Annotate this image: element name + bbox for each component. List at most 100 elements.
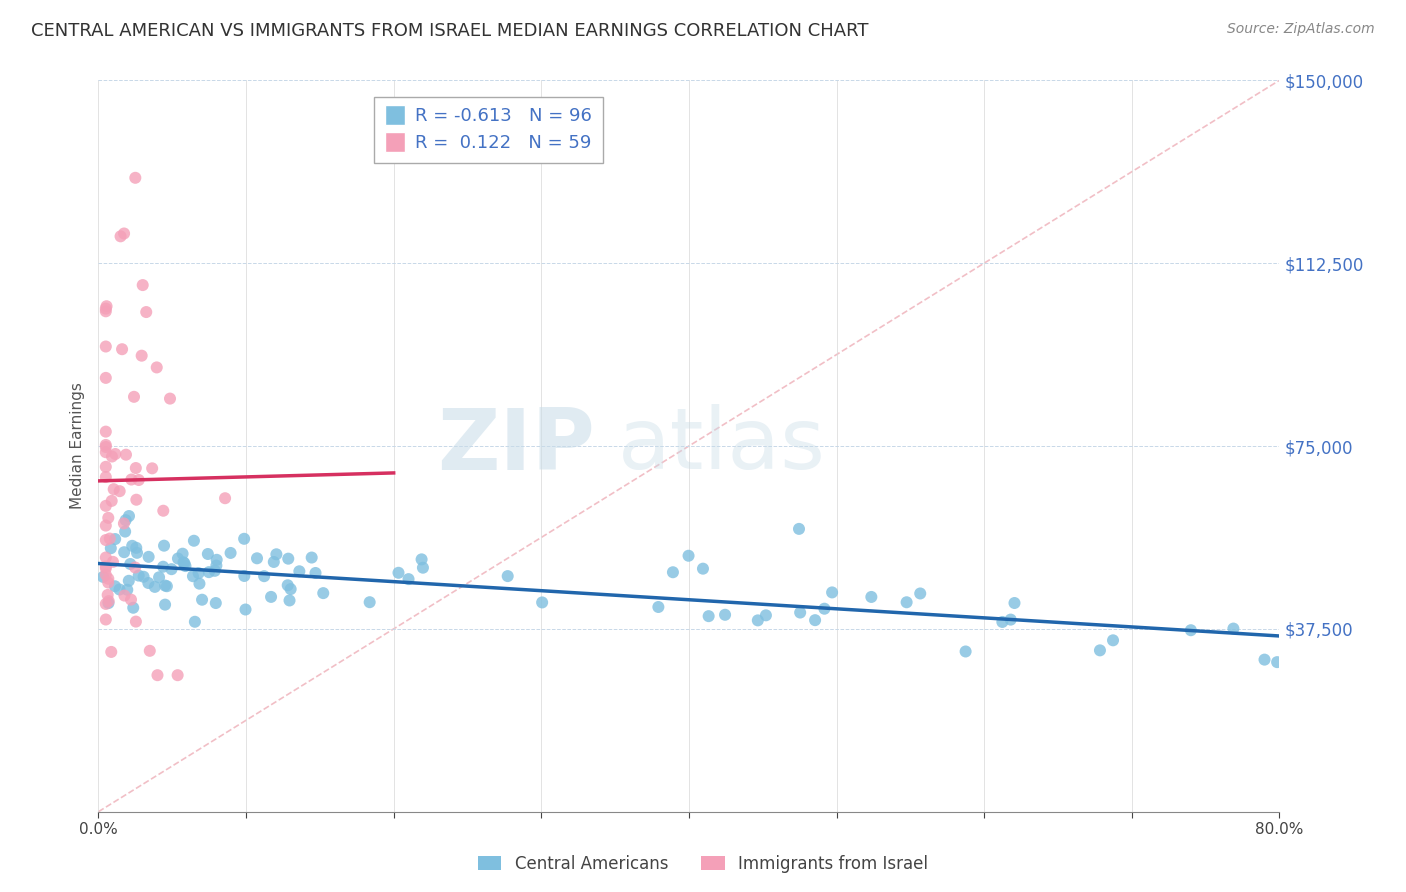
- Point: [662, 566, 685, 580]
- Point: [277, 578, 299, 592]
- Text: CENTRAL AMERICAN VS IMMIGRANTS FROM ISRAEL MEDIAN EARNINGS CORRELATION CHART: CENTRAL AMERICAN VS IMMIGRANTS FROM ISRA…: [31, 22, 869, 40]
- Point: [124, 170, 146, 185]
- Point: [266, 547, 288, 561]
- Point: [97, 575, 120, 590]
- Point: [94, 371, 117, 385]
- Point: [813, 601, 835, 615]
- Point: [233, 532, 256, 546]
- Point: [301, 550, 323, 565]
- Point: [172, 547, 194, 561]
- Point: [112, 516, 135, 531]
- Point: [1102, 633, 1125, 648]
- Point: [97, 572, 120, 586]
- Point: [104, 579, 127, 593]
- Text: atlas: atlas: [619, 404, 827, 488]
- Point: [233, 569, 256, 583]
- Legend: R = -0.613   N = 96, R =  0.122   N = 59: R = -0.613 N = 96, R = 0.122 N = 59: [374, 96, 603, 163]
- Point: [1265, 655, 1288, 669]
- Point: [398, 572, 420, 586]
- Point: [125, 461, 148, 475]
- Point: [312, 586, 335, 600]
- Point: [100, 541, 122, 556]
- Point: [128, 473, 150, 487]
- Point: [153, 539, 176, 553]
- Point: [991, 615, 1014, 629]
- Point: [755, 608, 778, 623]
- Point: [174, 559, 197, 574]
- Point: [153, 578, 176, 592]
- Point: [122, 390, 145, 404]
- Text: ZIP: ZIP: [437, 404, 595, 488]
- Point: [787, 522, 810, 536]
- Point: [94, 518, 117, 533]
- Point: [187, 566, 209, 581]
- Point: [112, 545, 135, 559]
- Point: [138, 576, 160, 591]
- Point: [120, 473, 142, 487]
- Point: [131, 349, 153, 363]
- Point: [198, 565, 221, 579]
- Point: [97, 511, 120, 525]
- Point: [94, 533, 117, 547]
- Point: [496, 569, 519, 583]
- Point: [100, 645, 122, 659]
- Point: [122, 600, 145, 615]
- Point: [246, 551, 269, 566]
- Point: [188, 576, 211, 591]
- Text: Source: ZipAtlas.com: Source: ZipAtlas.com: [1227, 22, 1375, 37]
- Point: [94, 559, 117, 574]
- Y-axis label: Median Earnings: Median Earnings: [69, 383, 84, 509]
- Point: [118, 509, 141, 524]
- Point: [235, 602, 257, 616]
- Point: [531, 595, 554, 609]
- Point: [143, 580, 166, 594]
- Point: [94, 440, 117, 454]
- Point: [112, 227, 135, 241]
- Point: [173, 556, 195, 570]
- Point: [98, 532, 121, 546]
- Point: [114, 513, 136, 527]
- Point: [139, 644, 162, 658]
- Point: [96, 299, 118, 313]
- Point: [789, 606, 811, 620]
- Point: [804, 613, 827, 627]
- Point: [278, 593, 301, 607]
- Point: [97, 594, 120, 608]
- Point: [204, 564, 226, 578]
- Point: [120, 592, 142, 607]
- Point: [100, 494, 122, 508]
- Point: [94, 561, 117, 575]
- Point: [128, 568, 150, 582]
- Point: [94, 438, 117, 452]
- Point: [204, 596, 226, 610]
- Point: [714, 607, 737, 622]
- Point: [821, 585, 844, 599]
- Point: [104, 447, 127, 461]
- Point: [1004, 596, 1026, 610]
- Point: [205, 553, 228, 567]
- Point: [115, 448, 138, 462]
- Point: [263, 555, 285, 569]
- Point: [94, 499, 117, 513]
- Point: [114, 524, 136, 539]
- Point: [955, 644, 977, 658]
- Point: [94, 304, 117, 318]
- Point: [910, 586, 932, 600]
- Point: [114, 589, 136, 603]
- Point: [104, 532, 127, 546]
- Point: [697, 609, 720, 624]
- Point: [148, 570, 170, 584]
- Point: [860, 590, 883, 604]
- Point: [167, 551, 190, 566]
- Point: [94, 301, 117, 316]
- Point: [678, 549, 700, 563]
- Point: [132, 278, 155, 293]
- Point: [260, 590, 283, 604]
- Point: [184, 615, 207, 629]
- Point: [304, 566, 326, 580]
- Point: [156, 579, 179, 593]
- Point: [1088, 643, 1111, 657]
- Point: [120, 557, 142, 571]
- Point: [1000, 613, 1022, 627]
- Point: [121, 539, 143, 553]
